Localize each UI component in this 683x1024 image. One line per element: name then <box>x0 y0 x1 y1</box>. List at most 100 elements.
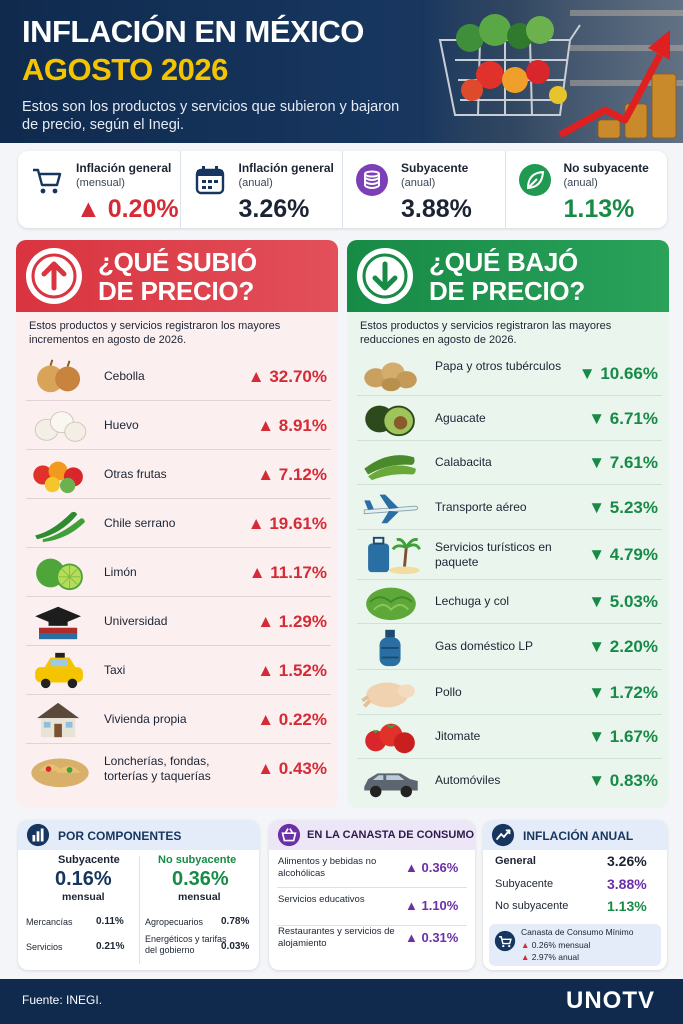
list-item: Cebolla ▲ 32.70% <box>26 352 331 401</box>
list-item: Limón ▲ 11.17% <box>26 548 331 597</box>
increase-list: Cebolla ▲ 32.70% Huevo ▲ 8.91% Otras frutas ▲… <box>26 352 331 794</box>
item-name: Huevo <box>104 417 139 432</box>
component-name: Servicios <box>26 942 63 952</box>
lime-icon <box>36 558 83 590</box>
item-name: Limón <box>104 564 137 579</box>
annual-row-value: 3.88% <box>607 876 647 892</box>
panel-header: ¿QUÉ SUBIÓ DE PRECIO? <box>16 240 338 312</box>
kpi-no-subyacente-anual: No subyacente (anual) 1.13% <box>506 151 668 228</box>
item-change: ▲ 11.17% <box>248 562 327 582</box>
house-icon <box>37 702 80 737</box>
potato-icon <box>364 362 417 392</box>
list-item: Calabacita ▼ 7.61% <box>357 441 662 485</box>
basket-item-name: Restaurantes y servicios de alojamiento <box>278 926 395 949</box>
onion-icon <box>37 359 81 392</box>
item-name: Jitomate <box>435 729 481 743</box>
annual-row-label: No subyacente <box>495 900 569 912</box>
kpi-sublabel: (anual) <box>401 177 436 189</box>
basket-item-value: ▲ 1.10% <box>405 898 459 913</box>
footer: Fuente: INEGI. UNOTV <box>0 979 683 1024</box>
arrow-down-icon <box>357 248 413 304</box>
bar-chart-icon <box>26 823 50 847</box>
panel-description: Estos productos y servicios registraron … <box>29 320 281 346</box>
item-change: ▼ 4.79% <box>588 545 658 564</box>
zucchini-icon <box>364 455 416 481</box>
ccm-annual: ▲ 2.97% anual <box>521 952 580 962</box>
taxi-icon <box>35 652 83 688</box>
panel-title: DE PRECIO? <box>98 276 254 306</box>
kpi-strip: Inflación general (mensual) ▲ 0.20% Infla… <box>18 151 667 228</box>
item-name: Otras frutas <box>104 466 167 481</box>
kpi-value: ▲ 0.20% <box>76 195 179 223</box>
list-item: Loncherías, fondas, torterías y taquería… <box>26 744 331 794</box>
page-title: INFLACIÓN EN MÉXICO <box>22 14 364 49</box>
panel-title: DE PRECIO? <box>429 276 585 306</box>
ccm-monthly: ▲ 0.26% mensual <box>521 940 591 950</box>
basket-item-value: ▲ 0.36% <box>405 860 459 875</box>
list-item: Servicios turísticos en paquete ▼ 4.79% <box>357 530 662 580</box>
item-name: Calabacita <box>435 455 492 469</box>
item-name: Loncherías, fondas, torterías y taquería… <box>104 754 211 783</box>
tomato-icon <box>365 723 415 754</box>
list-item: Transporte aéreo ▼ 5.23% <box>357 485 662 530</box>
kpi-label: No subyacente <box>563 161 649 175</box>
item-name: Aguacate <box>435 410 486 425</box>
ccm-title: Canasta de Consumo Mínimo <box>521 927 634 937</box>
panel-description: Estos productos y servicios registraron … <box>360 320 612 346</box>
annual-row-value: 3.26% <box>607 853 647 869</box>
item-name: Automóviles <box>435 773 501 787</box>
component-value: 0.78% <box>221 916 250 927</box>
subyacente-value: 0.16% <box>55 868 112 890</box>
tacos-icon <box>31 758 89 788</box>
card-title: EN LA CANASTA DE CONSUMO <box>307 829 475 841</box>
list-item: Jitomate ▼ 1.67% <box>357 715 662 759</box>
list-item: Aguacate ▼ 6.71% <box>357 396 662 441</box>
item-change: ▼ 1.72% <box>588 682 658 702</box>
item-change: ▲ 1.29% <box>257 611 327 631</box>
trend-up-icon <box>491 823 515 847</box>
item-change: ▼ 1.67% <box>588 727 658 746</box>
list-item: Pollo ▼ 1.72% <box>357 670 662 715</box>
kpi-value: 3.26% <box>238 195 310 223</box>
kpi-general-mensual: Inflación general (mensual) ▲ 0.20% <box>18 151 181 228</box>
item-change: ▼ 5.23% <box>588 497 658 517</box>
price-increase-panel: ¿QUÉ SUBIÓ DE PRECIO? Estos productos y s… <box>16 240 338 808</box>
components-card: POR COMPONENTES Subyacente 0.16% mensual… <box>18 820 259 970</box>
no-subyacente-label: No subyacente <box>158 854 237 866</box>
gas-tank-icon <box>379 629 401 667</box>
item-name: Papa y otros tubérculos <box>435 359 562 373</box>
fruits-icon <box>33 461 83 493</box>
panel-title: ¿QUÉ SUBIÓ <box>98 247 257 277</box>
item-change: ▲ 32.70% <box>247 366 327 386</box>
price-decrease-panel: ¿QUÉ BAJÓ DE PRECIO? Estos productos y se… <box>347 240 669 808</box>
list-item: Automóviles ▼ 0.83% <box>357 759 662 803</box>
egg-icon <box>34 410 87 442</box>
item-name: Servicios turísticos en paquete <box>435 540 552 569</box>
shopping-cart-icon <box>33 168 62 194</box>
car-icon <box>364 773 418 798</box>
item-change: ▼ 7.61% <box>588 453 658 472</box>
annual-inflation-card: INFLACIÓN ANUAL General 3.26% Subyacente 3.… <box>483 820 667 970</box>
card-title: POR COMPONENTES <box>58 829 182 843</box>
ccm-box: Canasta de Consumo Mínimo ▲ 0.26% mensua… <box>489 924 661 966</box>
kpi-sublabel: (mensual) <box>76 177 125 189</box>
subyacente-unit: mensual <box>62 891 105 903</box>
kpi-label: Inflación general <box>76 161 172 175</box>
coins-icon <box>356 164 388 196</box>
calendar-icon <box>195 166 224 195</box>
kpi-label: Subyacente <box>401 161 469 175</box>
item-change: ▼ 0.83% <box>588 771 658 790</box>
divider <box>139 856 140 964</box>
airplane-icon <box>363 494 419 523</box>
shopping-cart-rising-arrow-illustration <box>420 0 683 143</box>
list-item: Taxi ▲ 1.52% <box>26 646 331 695</box>
item-name: Transporte aéreo <box>435 499 527 514</box>
basket-item-value: ▲ 0.31% <box>405 930 459 945</box>
item-name: Universidad <box>104 613 168 628</box>
item-change: ▲ 0.22% <box>257 709 327 729</box>
subyacente-label: Subyacente <box>58 854 120 866</box>
list-item: Universidad ▲ 1.29% <box>26 597 331 646</box>
component-value: 0.21% <box>96 941 125 952</box>
list-item: Vivienda propia ▲ 0.22% <box>26 695 331 744</box>
basket-item-name: Servicios educativos <box>278 894 365 905</box>
